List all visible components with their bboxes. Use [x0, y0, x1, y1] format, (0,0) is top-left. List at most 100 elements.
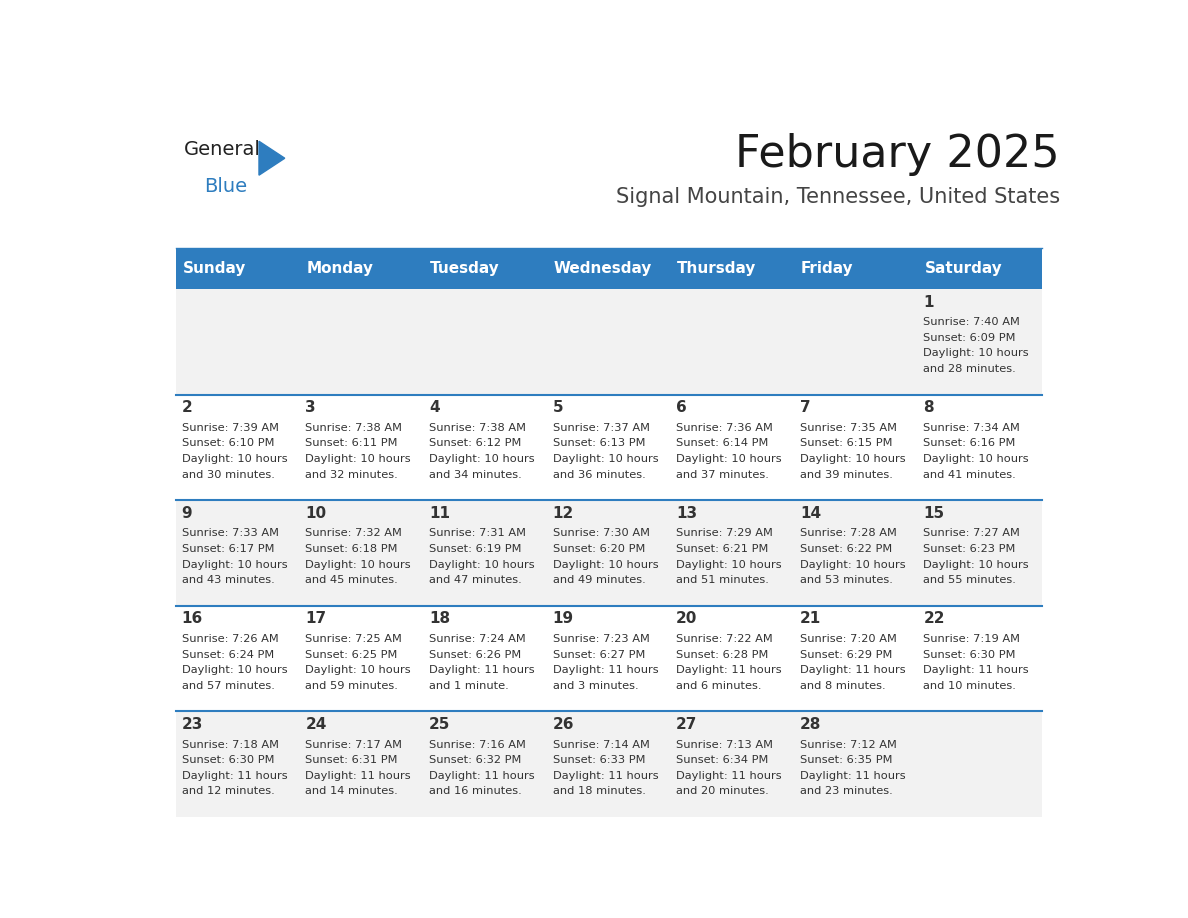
Text: Sunset: 6:18 PM: Sunset: 6:18 PM [305, 544, 398, 554]
Bar [176, 500, 1042, 606]
Text: 16: 16 [182, 611, 203, 626]
Text: and 8 minutes.: and 8 minutes. [800, 681, 885, 690]
Text: 25: 25 [429, 717, 450, 732]
Text: Daylight: 10 hours: Daylight: 10 hours [182, 666, 287, 675]
Text: Sunrise: 7:12 AM: Sunrise: 7:12 AM [800, 740, 897, 750]
Text: Sunset: 6:33 PM: Sunset: 6:33 PM [552, 756, 645, 766]
Text: Sunset: 6:19 PM: Sunset: 6:19 PM [429, 544, 522, 554]
Text: Sunset: 6:30 PM: Sunset: 6:30 PM [182, 756, 274, 766]
Text: Daylight: 11 hours: Daylight: 11 hours [429, 666, 535, 675]
Text: Sunset: 6:22 PM: Sunset: 6:22 PM [800, 544, 892, 554]
Text: Daylight: 11 hours: Daylight: 11 hours [429, 771, 535, 781]
Text: Daylight: 10 hours: Daylight: 10 hours [923, 454, 1029, 464]
Text: Sunrise: 7:34 AM: Sunrise: 7:34 AM [923, 423, 1020, 433]
Text: Sunset: 6:10 PM: Sunset: 6:10 PM [182, 439, 274, 448]
Text: 20: 20 [676, 611, 697, 626]
Text: and 39 minutes.: and 39 minutes. [800, 469, 892, 479]
Text: and 36 minutes.: and 36 minutes. [552, 469, 645, 479]
Text: Daylight: 10 hours: Daylight: 10 hours [800, 454, 905, 464]
Text: Sunrise: 7:19 AM: Sunrise: 7:19 AM [923, 634, 1020, 644]
Text: Sunset: 6:26 PM: Sunset: 6:26 PM [429, 650, 522, 660]
Text: Signal Mountain, Tennessee, United States: Signal Mountain, Tennessee, United State… [615, 186, 1060, 207]
Text: Daylight: 10 hours: Daylight: 10 hours [182, 454, 287, 464]
Text: Sunset: 6:15 PM: Sunset: 6:15 PM [800, 439, 892, 448]
Text: and 32 minutes.: and 32 minutes. [305, 469, 398, 479]
Text: and 51 minutes.: and 51 minutes. [676, 576, 769, 585]
Text: and 23 minutes.: and 23 minutes. [800, 787, 892, 796]
Text: 1: 1 [923, 295, 934, 309]
Text: Daylight: 11 hours: Daylight: 11 hours [800, 771, 905, 781]
Text: Daylight: 10 hours: Daylight: 10 hours [429, 454, 535, 464]
Text: Daylight: 10 hours: Daylight: 10 hours [305, 454, 411, 464]
Text: Daylight: 11 hours: Daylight: 11 hours [305, 771, 411, 781]
Text: Sunrise: 7:35 AM: Sunrise: 7:35 AM [800, 423, 897, 433]
Bar [176, 395, 1042, 500]
Text: Sunrise: 7:38 AM: Sunrise: 7:38 AM [429, 423, 526, 433]
Text: Blue: Blue [204, 176, 247, 196]
Text: Daylight: 10 hours: Daylight: 10 hours [552, 560, 658, 569]
Text: Sunrise: 7:17 AM: Sunrise: 7:17 AM [305, 740, 403, 750]
Text: Sunrise: 7:14 AM: Sunrise: 7:14 AM [552, 740, 650, 750]
Text: 17: 17 [305, 611, 327, 626]
Text: Sunset: 6:29 PM: Sunset: 6:29 PM [800, 650, 892, 660]
Text: Monday: Monday [307, 261, 373, 276]
Bar [176, 711, 1042, 817]
Text: 14: 14 [800, 506, 821, 521]
Text: Daylight: 10 hours: Daylight: 10 hours [676, 454, 782, 464]
Text: Daylight: 10 hours: Daylight: 10 hours [800, 560, 905, 569]
Text: 2: 2 [182, 400, 192, 415]
Text: Sunset: 6:14 PM: Sunset: 6:14 PM [676, 439, 769, 448]
Text: and 55 minutes.: and 55 minutes. [923, 576, 1017, 585]
Text: and 28 minutes.: and 28 minutes. [923, 364, 1016, 374]
Text: Sunrise: 7:25 AM: Sunrise: 7:25 AM [305, 634, 403, 644]
Text: Sunrise: 7:29 AM: Sunrise: 7:29 AM [676, 529, 773, 539]
Text: and 45 minutes.: and 45 minutes. [305, 576, 398, 585]
Text: and 53 minutes.: and 53 minutes. [800, 576, 892, 585]
Text: Sunrise: 7:22 AM: Sunrise: 7:22 AM [676, 634, 773, 644]
Text: Sunset: 6:12 PM: Sunset: 6:12 PM [429, 439, 522, 448]
Text: Sunrise: 7:38 AM: Sunrise: 7:38 AM [305, 423, 403, 433]
Bar [176, 248, 1042, 289]
Text: Saturday: Saturday [924, 261, 1003, 276]
Text: 13: 13 [676, 506, 697, 521]
Text: and 1 minute.: and 1 minute. [429, 681, 508, 690]
Text: Sunrise: 7:26 AM: Sunrise: 7:26 AM [182, 634, 278, 644]
Text: Sunrise: 7:37 AM: Sunrise: 7:37 AM [552, 423, 650, 433]
Text: Sunday: Sunday [183, 261, 246, 276]
Text: 22: 22 [923, 611, 944, 626]
Text: and 43 minutes.: and 43 minutes. [182, 576, 274, 585]
Text: Daylight: 11 hours: Daylight: 11 hours [182, 771, 287, 781]
Text: Sunset: 6:17 PM: Sunset: 6:17 PM [182, 544, 274, 554]
Text: 21: 21 [800, 611, 821, 626]
Text: Sunset: 6:27 PM: Sunset: 6:27 PM [552, 650, 645, 660]
Text: Sunrise: 7:32 AM: Sunrise: 7:32 AM [305, 529, 403, 539]
Text: Sunrise: 7:39 AM: Sunrise: 7:39 AM [182, 423, 279, 433]
Text: Sunrise: 7:31 AM: Sunrise: 7:31 AM [429, 529, 526, 539]
Text: Sunrise: 7:24 AM: Sunrise: 7:24 AM [429, 634, 525, 644]
Text: Sunrise: 7:33 AM: Sunrise: 7:33 AM [182, 529, 279, 539]
Text: and 18 minutes.: and 18 minutes. [552, 787, 645, 796]
Text: and 59 minutes.: and 59 minutes. [305, 681, 398, 690]
Text: and 37 minutes.: and 37 minutes. [676, 469, 769, 479]
Text: 12: 12 [552, 506, 574, 521]
Text: 10: 10 [305, 506, 327, 521]
Text: General: General [183, 140, 260, 159]
Text: Sunrise: 7:27 AM: Sunrise: 7:27 AM [923, 529, 1020, 539]
Polygon shape [259, 141, 285, 175]
Text: and 30 minutes.: and 30 minutes. [182, 469, 274, 479]
Text: and 6 minutes.: and 6 minutes. [676, 681, 762, 690]
Text: Sunset: 6:13 PM: Sunset: 6:13 PM [552, 439, 645, 448]
Text: Sunset: 6:30 PM: Sunset: 6:30 PM [923, 650, 1016, 660]
Text: 3: 3 [305, 400, 316, 415]
Text: Daylight: 10 hours: Daylight: 10 hours [923, 348, 1029, 358]
Text: 9: 9 [182, 506, 192, 521]
Text: Sunset: 6:16 PM: Sunset: 6:16 PM [923, 439, 1016, 448]
Text: Sunrise: 7:30 AM: Sunrise: 7:30 AM [552, 529, 650, 539]
Text: Sunset: 6:32 PM: Sunset: 6:32 PM [429, 756, 522, 766]
Text: 11: 11 [429, 506, 450, 521]
Text: and 34 minutes.: and 34 minutes. [429, 469, 522, 479]
Text: Sunset: 6:25 PM: Sunset: 6:25 PM [305, 650, 398, 660]
Text: Daylight: 10 hours: Daylight: 10 hours [182, 560, 287, 569]
Text: Daylight: 10 hours: Daylight: 10 hours [552, 454, 658, 464]
Text: Sunrise: 7:36 AM: Sunrise: 7:36 AM [676, 423, 773, 433]
